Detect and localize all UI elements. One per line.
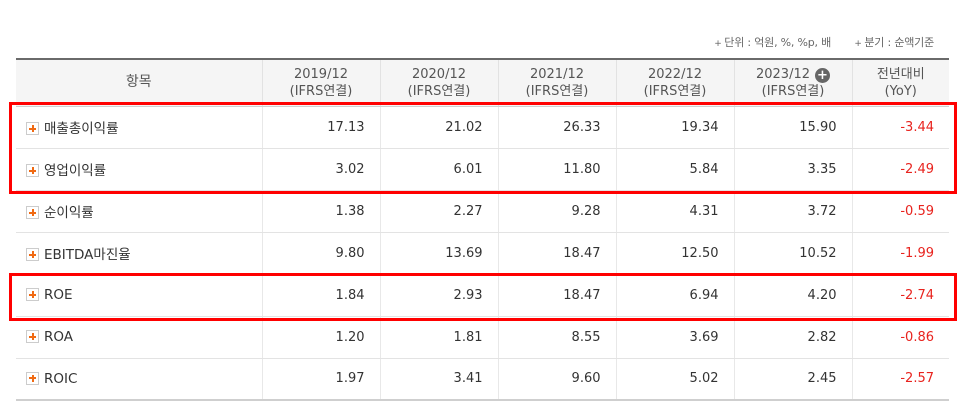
yoy-subtitle: (YoY) [884, 83, 917, 99]
header-item: 항목 [16, 58, 262, 107]
row-label: 매출총이익률 [44, 121, 119, 137]
header-row: 항목 2019/12 (IFRS연결) 2020/12 (IFRS연결) 202… [16, 58, 949, 107]
table-row: ROIC 1.97 3.41 9.60 5.02 2.45 -2.57 [16, 358, 949, 401]
value-cell: 10.52 [733, 232, 852, 275]
value-cell: 3.69 [615, 316, 734, 359]
yoy-cell: -0.86 [851, 316, 949, 359]
value-cell: 2.45 [733, 358, 852, 401]
value-cell: 12.50 [615, 232, 734, 275]
period-year-with-expand: 2023/12 + [735, 66, 852, 83]
value-cell: 19.34 [615, 106, 734, 149]
period-basis: (IFRS연결) [761, 83, 825, 99]
period-year: 2022/12 [647, 66, 702, 82]
value-cell: 2.82 [733, 316, 852, 359]
yoy-cell: -3.44 [851, 106, 949, 149]
table-row: 순이익률 1.38 2.27 9.28 4.31 3.72 -0.59 [16, 190, 949, 233]
value-cell: 1.38 [261, 190, 380, 233]
row-label: 영업이익률 [44, 163, 107, 179]
table-notes: 단위 : 억원, %, %p, 배 분기 : 순액기준 [694, 34, 934, 50]
expand-row-icon[interactable] [26, 371, 39, 385]
value-cell: 3.02 [261, 148, 380, 191]
value-cell: 9.60 [497, 358, 616, 401]
table-row: EBITDA마진율 9.80 13.69 18.47 12.50 10.52 -… [16, 232, 949, 275]
value-cell: 1.97 [261, 358, 380, 401]
quarter-basis-note: 분기 : 순액기준 [854, 36, 934, 49]
value-cell: 18.47 [497, 232, 616, 275]
value-cell: 3.72 [733, 190, 852, 233]
row-label: EBITDA마진율 [44, 247, 131, 263]
row-label-cell: EBITDA마진율 [16, 232, 262, 275]
value-cell: 1.81 [379, 316, 498, 359]
expand-row-icon[interactable] [26, 164, 39, 177]
value-cell: 26.33 [497, 106, 616, 149]
period-year: 2020/12 [411, 66, 466, 82]
value-cell: 2.93 [379, 274, 498, 317]
value-cell: 11.80 [497, 148, 616, 191]
value-cell: 17.13 [261, 106, 380, 149]
expand-row-icon[interactable] [26, 248, 39, 261]
value-cell: 13.69 [379, 232, 498, 275]
row-label-cell: 매출총이익률 [16, 106, 262, 149]
period-basis: (IFRS연결) [289, 83, 353, 99]
value-cell: 8.55 [497, 316, 616, 359]
row-label: ROIC [44, 370, 78, 387]
header-period: 2022/12 (IFRS연결) [615, 58, 734, 107]
value-cell: 18.47 [497, 274, 616, 317]
row-label-cell: 순이익률 [16, 190, 262, 233]
row-label: ROE [44, 287, 73, 303]
unit-note: 단위 : 억원, %, %p, 배 [714, 36, 831, 49]
period-year: 2019/12 [293, 66, 348, 82]
row-label: 순이익률 [44, 205, 94, 221]
value-cell: 4.31 [615, 190, 734, 233]
table-row: ROE 1.84 2.93 18.47 6.94 4.20 -2.74 [16, 274, 949, 317]
header-period: 2020/12 (IFRS연결) [379, 58, 498, 107]
value-cell: 3.41 [379, 358, 498, 401]
value-cell: 1.84 [261, 274, 380, 317]
period-basis: (IFRS연결) [525, 83, 589, 99]
period-basis: (IFRS연결) [643, 83, 707, 99]
yoy-cell: -2.57 [851, 358, 949, 401]
financial-ratio-table: 항목 2019/12 (IFRS연결) 2020/12 (IFRS연결) 202… [16, 58, 949, 401]
value-cell: 15.90 [733, 106, 852, 149]
yoy-cell: -2.74 [851, 274, 949, 317]
header-period: 2021/12 (IFRS연결) [497, 58, 616, 107]
yoy-cell: -2.49 [851, 148, 949, 191]
header-period: 2023/12 + (IFRS연결) [733, 58, 852, 107]
table-row: 매출총이익률 17.13 21.02 26.33 19.34 15.90 -3.… [16, 106, 949, 149]
row-label-cell: 영업이익률 [16, 148, 262, 191]
period-year: 2021/12 [529, 66, 584, 82]
value-cell: 6.01 [379, 148, 498, 191]
value-cell: 9.80 [261, 232, 380, 275]
value-cell: 5.02 [615, 358, 734, 401]
value-cell: 9.28 [497, 190, 616, 233]
row-label-cell: ROIC [16, 358, 262, 401]
value-cell: 2.27 [379, 190, 498, 233]
table-row: 영업이익률 3.02 6.01 11.80 5.84 3.35 -2.49 [16, 148, 949, 191]
value-cell: 4.20 [733, 274, 852, 317]
value-cell: 21.02 [379, 106, 498, 149]
value-cell: 3.35 [733, 148, 852, 191]
period-year: 2023/12 [755, 66, 810, 82]
row-label-cell: ROE [16, 274, 262, 317]
expand-row-icon[interactable] [26, 288, 39, 301]
expand-columns-icon[interactable]: + [815, 67, 830, 83]
value-cell: 1.20 [261, 316, 380, 359]
row-label: ROA [44, 329, 74, 345]
expand-row-icon[interactable] [26, 206, 39, 219]
value-cell: 5.84 [615, 148, 734, 191]
expand-row-icon[interactable] [26, 330, 39, 343]
expand-row-icon[interactable] [26, 122, 39, 135]
header-period: 2019/12 (IFRS연결) [261, 58, 380, 107]
yoy-cell: -0.59 [851, 190, 949, 233]
yoy-title: 전년대비 [876, 66, 925, 82]
value-cell: 6.94 [615, 274, 734, 317]
period-basis: (IFRS연결) [407, 83, 471, 99]
yoy-cell: -1.99 [851, 232, 949, 275]
header-yoy: 전년대비 (YoY) [851, 58, 949, 107]
row-label-cell: ROA [16, 316, 262, 359]
table-row: ROA 1.20 1.81 8.55 3.69 2.82 -0.86 [16, 316, 949, 359]
